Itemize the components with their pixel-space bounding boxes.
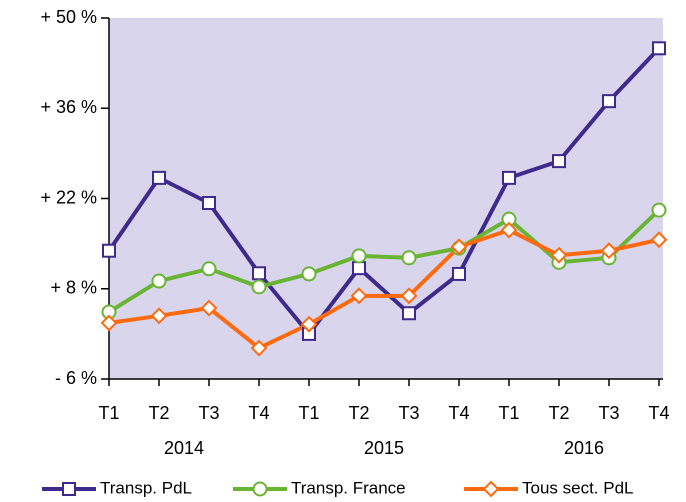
x-tick-label: T2 [148,403,169,423]
marker [202,196,216,211]
marker [352,261,366,276]
marker [552,154,566,169]
x-tick-label: T1 [298,403,319,423]
y-tick-label: + 8 % [50,278,97,298]
x-tick-label: T1 [498,403,519,423]
marker [252,481,268,497]
y-tick-label: - 6 % [55,368,97,388]
marker [350,287,368,305]
legend-label: Transp. France [291,478,406,497]
marker [452,266,466,281]
x-tick-label: T2 [548,403,569,423]
series-line [107,208,661,314]
x-tick-label: T3 [598,403,619,423]
x-tick-label: T1 [98,403,119,423]
x-tick-label: T3 [198,403,219,423]
marker [150,307,168,325]
marker [600,242,618,260]
marker [152,170,166,185]
marker [201,261,217,277]
series-line [107,46,661,336]
legend-label: Tous sect. PdL [522,478,634,497]
marker [301,266,317,282]
x-tick-label: T2 [348,403,369,423]
x-tick-label: T4 [248,403,269,423]
marker [102,243,116,258]
legend-label: Transp. PdL [100,478,192,497]
marker [62,482,76,496]
marker [651,202,667,218]
marker [100,314,118,332]
x-tick-label: T4 [648,403,669,423]
marker [500,221,518,239]
marker [401,250,417,266]
marker [200,299,218,317]
marker [652,41,666,56]
series-line [108,228,660,351]
y-tick-label: + 36 % [40,97,97,117]
y-tick-label: + 50 % [40,7,97,27]
marker [502,170,516,185]
marker [450,238,468,256]
marker [300,315,318,333]
marker [402,306,416,321]
marker [351,248,367,264]
year-label: 2016 [564,438,604,458]
marker [602,94,616,109]
marker [482,480,500,498]
y-tick-label: + 22 % [40,187,97,207]
marker [650,231,668,249]
marker [400,287,418,305]
year-label: 2015 [364,438,404,458]
x-tick-label: T3 [398,403,419,423]
marker [151,273,167,289]
plot-background [109,18,663,379]
year-label: 2014 [164,438,204,458]
marker [251,279,267,295]
marker [250,339,268,357]
marker [550,246,568,264]
marker [252,266,266,281]
x-tick-label: T4 [448,403,469,423]
